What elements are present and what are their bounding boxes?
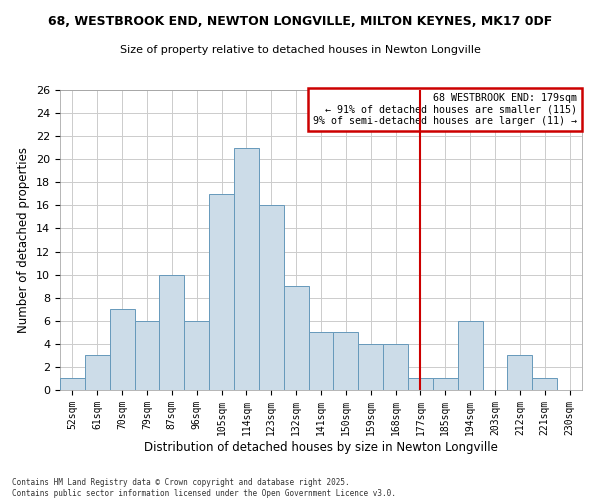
Bar xyxy=(209,194,234,390)
Bar xyxy=(284,286,308,390)
Bar xyxy=(358,344,383,390)
Bar xyxy=(184,321,209,390)
Bar xyxy=(334,332,358,390)
Bar xyxy=(60,378,85,390)
Bar xyxy=(458,321,482,390)
Text: Contains HM Land Registry data © Crown copyright and database right 2025.
Contai: Contains HM Land Registry data © Crown c… xyxy=(12,478,396,498)
Bar xyxy=(308,332,334,390)
Bar xyxy=(508,356,532,390)
Y-axis label: Number of detached properties: Number of detached properties xyxy=(17,147,31,333)
Text: 68, WESTBROOK END, NEWTON LONGVILLE, MILTON KEYNES, MK17 0DF: 68, WESTBROOK END, NEWTON LONGVILLE, MIL… xyxy=(48,15,552,28)
Text: Size of property relative to detached houses in Newton Longville: Size of property relative to detached ho… xyxy=(119,45,481,55)
Bar xyxy=(532,378,557,390)
Bar xyxy=(259,206,284,390)
Bar xyxy=(383,344,408,390)
Bar xyxy=(134,321,160,390)
Bar xyxy=(110,309,134,390)
Bar xyxy=(433,378,458,390)
Bar xyxy=(85,356,110,390)
Bar xyxy=(160,274,184,390)
X-axis label: Distribution of detached houses by size in Newton Longville: Distribution of detached houses by size … xyxy=(144,440,498,454)
Bar xyxy=(408,378,433,390)
Text: 68 WESTBROOK END: 179sqm
← 91% of detached houses are smaller (115)
9% of semi-d: 68 WESTBROOK END: 179sqm ← 91% of detach… xyxy=(313,93,577,126)
Bar xyxy=(234,148,259,390)
